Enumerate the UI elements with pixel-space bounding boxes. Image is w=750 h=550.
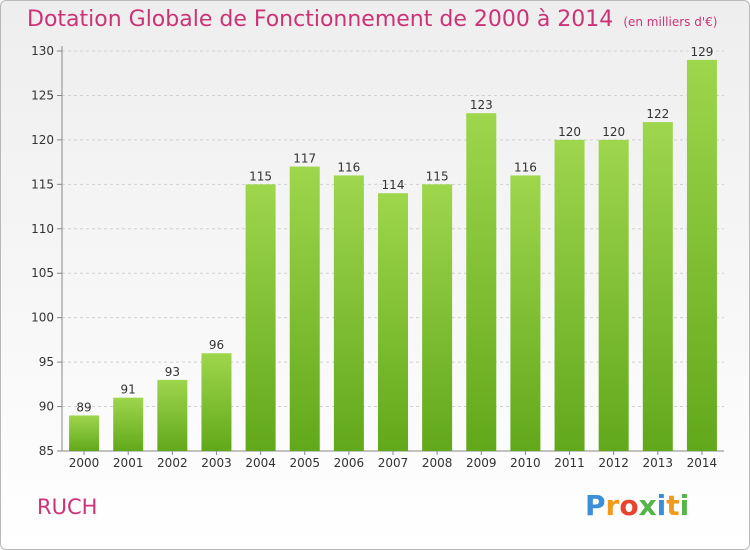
- x-tick-label: 2001: [113, 456, 144, 470]
- x-tick-label: 2007: [378, 456, 409, 470]
- bar: [642, 122, 673, 451]
- data-label: 115: [249, 169, 272, 183]
- bar: [333, 175, 364, 451]
- data-label: 96: [209, 338, 224, 352]
- data-label: 122: [646, 107, 669, 121]
- chart-title: Dotation Globale de Fonctionnement de 20…: [27, 7, 717, 32]
- logo-letter: o: [619, 489, 639, 522]
- data-label: 91: [121, 383, 136, 397]
- bar: [422, 184, 453, 452]
- title-text: Dotation Globale de Fonctionnement de 20…: [27, 7, 614, 32]
- data-label: 123: [470, 98, 493, 112]
- data-label: 120: [602, 125, 625, 139]
- bar: [554, 139, 585, 451]
- x-tick-label: 2009: [466, 456, 497, 470]
- data-label: 114: [382, 178, 405, 192]
- bar: [245, 184, 276, 452]
- bar: [69, 415, 100, 451]
- data-label: 129: [690, 45, 713, 59]
- x-tick-label: 2002: [157, 456, 188, 470]
- x-tick-label: 2014: [687, 456, 718, 470]
- y-tick-label: 110: [31, 222, 54, 236]
- data-label: 117: [293, 152, 316, 166]
- y-tick-label: 95: [39, 355, 54, 369]
- bar: [201, 353, 232, 451]
- y-tick-label: 130: [31, 44, 54, 58]
- bar: [510, 175, 541, 451]
- bar: [378, 193, 408, 451]
- logo-letter: P: [585, 489, 606, 522]
- bar: [598, 139, 629, 451]
- y-tick-label: 105: [31, 266, 54, 280]
- chart-subtitle: (en milliers d'€): [623, 15, 718, 29]
- x-tick-label: 2010: [510, 456, 541, 470]
- bar: [157, 379, 188, 451]
- x-tick-label: 2011: [554, 456, 585, 470]
- x-tick-label: 2013: [643, 456, 674, 470]
- y-tick-label: 90: [39, 400, 54, 414]
- x-tick-label: 2003: [201, 456, 232, 470]
- proxiti-logo: Proxiti: [585, 489, 689, 522]
- data-label: 120: [558, 125, 581, 139]
- logo-letter: x: [638, 489, 657, 522]
- y-tick-label: 100: [31, 311, 54, 325]
- y-tick-label: 85: [39, 444, 54, 458]
- x-tick-label: 2008: [422, 456, 453, 470]
- logo-letter: i: [656, 489, 667, 522]
- logo-letter: i: [679, 489, 690, 522]
- commune-name: RUCH: [37, 495, 98, 519]
- x-tick-label: 2005: [289, 456, 320, 470]
- data-label: 116: [337, 160, 360, 174]
- bar: [289, 166, 320, 452]
- x-tick-label: 2012: [598, 456, 629, 470]
- data-label: 89: [76, 400, 91, 414]
- bar: [113, 397, 144, 451]
- y-tick-label: 120: [31, 133, 54, 147]
- y-tick-label: 125: [31, 88, 54, 102]
- logo-letter: r: [605, 489, 620, 522]
- y-tick-label: 115: [31, 177, 54, 191]
- x-tick-label: 2006: [334, 456, 365, 470]
- x-tick-label: 2004: [245, 456, 276, 470]
- bar: [466, 113, 497, 451]
- bar: [686, 59, 717, 452]
- data-label: 115: [426, 169, 449, 183]
- data-label: 93: [165, 365, 180, 379]
- logo-letter: t: [666, 489, 680, 522]
- x-tick-label: 2000: [69, 456, 100, 470]
- data-label: 116: [514, 160, 537, 174]
